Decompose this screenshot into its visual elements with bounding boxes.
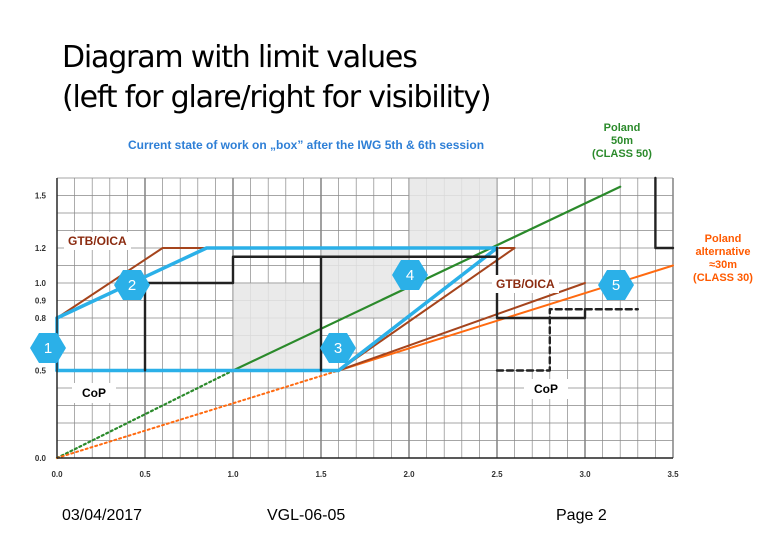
- poland-30m-line3: ≈30m: [708, 259, 738, 271]
- cop-left-label: CoP: [72, 383, 116, 403]
- poland-50m-line3: (CLASS 50): [592, 148, 652, 160]
- marker-5: 5: [598, 270, 634, 300]
- gtb-oica-left-label: GTB/OICA: [64, 232, 131, 250]
- chart-series: [55, 176, 675, 460]
- shaded-regions: [232, 177, 498, 371]
- series-line-green-1: [55, 369, 235, 460]
- series-line-orange-3: [56, 369, 340, 459]
- marker-4: 4: [392, 260, 428, 290]
- x-tick-label: 2.5: [491, 470, 503, 479]
- poland-30m-line4: (CLASS 30): [693, 272, 753, 284]
- gtb-oica-right-label: GTB/OICA: [492, 275, 559, 293]
- x-tick-label: 0.0: [51, 470, 63, 479]
- y-tick-label: 0.0: [35, 454, 47, 463]
- x-tick-label: 3.5: [667, 470, 679, 479]
- marker-1: 1: [30, 333, 66, 363]
- poland-30m-line1: Poland: [704, 233, 742, 245]
- shaded-region: [232, 282, 322, 371]
- slide-title-line2: (left for glare/right for visibility): [62, 80, 492, 115]
- poland-50m-label: Poland 50m (CLASS 50): [586, 122, 658, 161]
- marker-3: 3: [320, 333, 356, 363]
- x-tick-label: 1.5: [315, 470, 327, 479]
- cop-right-label: CoP: [524, 379, 568, 399]
- chart-subtitle: Current state of work on „box” after the…: [128, 138, 485, 152]
- slide-title: Diagram with limit values (left for glar…: [62, 38, 762, 118]
- poland-30m-label: Poland alternative ≈30m (CLASS 30): [680, 233, 766, 285]
- footer-doc-id: VGL-06-05: [267, 507, 346, 524]
- marker-2: 2: [114, 270, 150, 300]
- shaded-region: [320, 247, 410, 319]
- poland-30m-line2: alternative: [695, 246, 751, 258]
- x-tick-label: 3.0: [579, 470, 591, 479]
- y-tick-label: 1.0: [35, 279, 47, 288]
- series-line-black-10: [654, 176, 675, 250]
- series-line-green-0: [231, 185, 622, 372]
- y-tick-label: 0.8: [35, 314, 47, 323]
- chart-axes: [56, 178, 673, 459]
- chart-grid: [56, 177, 674, 459]
- shaded-region: [408, 177, 498, 249]
- y-tick-label: 1.5: [35, 192, 47, 201]
- x-tick-label: 0.5: [139, 470, 151, 479]
- footer-page: Page 2: [556, 507, 607, 524]
- y-tick-label: 0.9: [35, 297, 47, 306]
- slide-title-line1: Diagram with limit values: [62, 40, 418, 75]
- y-tick-label: 1.2: [35, 244, 47, 253]
- y-tick-label: 0.5: [35, 367, 47, 376]
- series-line-black-8: [495, 308, 639, 372]
- tick-labels: 0.00.51.01.52.02.53.03.50.00.50.60.80.91…: [35, 192, 679, 480]
- x-tick-label: 2.0: [403, 470, 415, 479]
- poland-50m-line1: Poland: [603, 122, 641, 134]
- footer-date: 03/04/2017: [62, 507, 143, 524]
- series-line-black-7: [143, 255, 323, 372]
- x-tick-label: 1.0: [227, 470, 239, 479]
- poland-50m-line2: 50m: [610, 135, 634, 147]
